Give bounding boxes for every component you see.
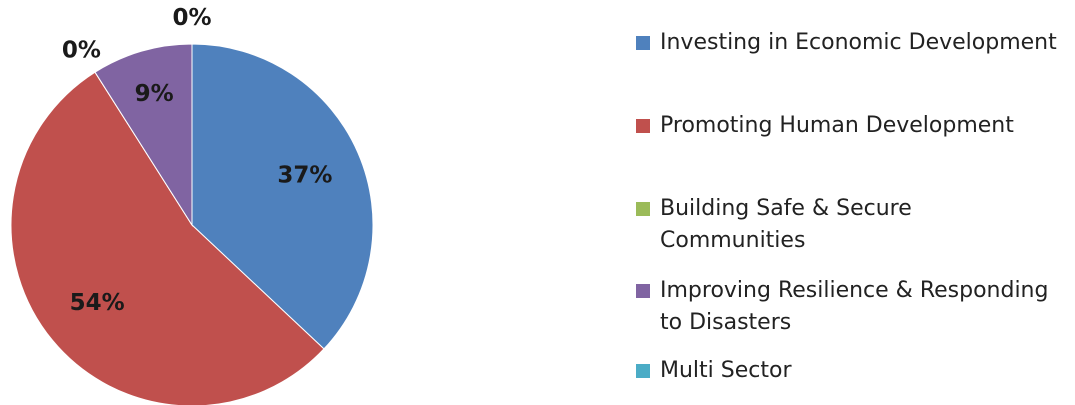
legend-label: Investing in Economic Development bbox=[660, 30, 1057, 55]
data-label: 0% bbox=[172, 5, 211, 31]
data-label: 9% bbox=[135, 81, 174, 107]
legend-item: Multi Sector bbox=[636, 355, 1070, 387]
legend-label: Improving Resilience & Responding to Dis… bbox=[660, 278, 1049, 335]
legend-item: Promoting Human Development bbox=[636, 110, 1070, 142]
legend-swatch bbox=[636, 36, 650, 50]
legend-label: Multi Sector bbox=[660, 358, 792, 383]
legend-label: Building Safe & Secure Communities bbox=[660, 196, 912, 253]
legend-item: Building Safe & Secure Communities bbox=[636, 193, 940, 257]
pie-slice bbox=[10, 71, 325, 405]
legend-item: Investing in Economic Development bbox=[636, 27, 1070, 59]
legend-swatch bbox=[636, 202, 650, 216]
legend-swatch bbox=[636, 364, 650, 378]
data-label: 37% bbox=[277, 163, 332, 189]
legend-item: Improving Resilience & Responding to Dis… bbox=[636, 275, 1070, 339]
pie-slice bbox=[191, 43, 374, 350]
legend-label: Promoting Human Development bbox=[660, 113, 1014, 138]
pie-slice bbox=[94, 43, 193, 227]
pie-area: 37% 54% 0% 9% 0% bbox=[10, 5, 374, 405]
data-label: 54% bbox=[70, 290, 125, 316]
data-label: 0% bbox=[62, 37, 101, 63]
legend-swatch bbox=[636, 284, 650, 298]
legend-swatch bbox=[636, 119, 650, 133]
